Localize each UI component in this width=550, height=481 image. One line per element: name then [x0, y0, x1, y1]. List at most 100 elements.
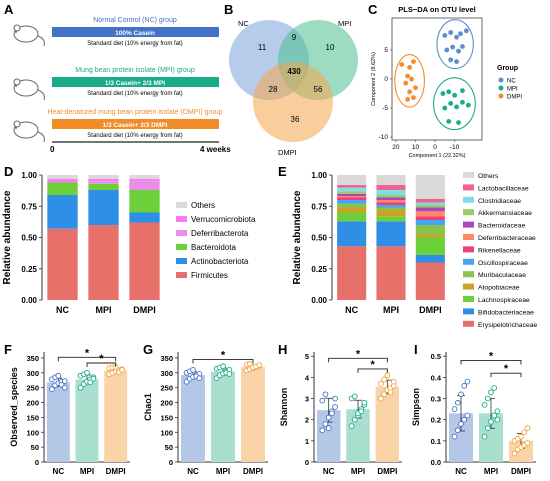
data-point-nc — [319, 397, 326, 404]
data-point-mpi — [484, 425, 491, 432]
legend-title: Group — [497, 65, 518, 72]
stacked-segment-oscillospiraceae — [376, 205, 406, 208]
scatter-point-nc — [459, 43, 466, 50]
scatter-point-dmpi — [408, 76, 415, 82]
data-point-mpi — [481, 402, 488, 408]
data-point-dmpi — [524, 440, 531, 446]
legend-label-bacteroidaceae: Bacteroidaceae — [478, 223, 525, 230]
stacked-segment-firmicutes — [88, 225, 119, 300]
scatter-point-dmpi — [404, 96, 411, 103]
stacked-segment-deferribacteraceae — [337, 196, 367, 198]
bar-nc — [181, 375, 205, 462]
venn-label-dmpi: DMPI — [278, 148, 297, 157]
y-tick-label: 200 — [26, 399, 39, 408]
data-point-nc — [451, 433, 458, 440]
data-point-nc — [458, 421, 464, 427]
chao1-chart: 0 50 100 150 200 250 300 350 Chao1 NC MPI DMPI * — [143, 349, 268, 476]
y-tick-label: 0.2 — [431, 416, 441, 425]
significance-bracket — [57, 356, 117, 362]
y-tick-label: 4 — [305, 373, 310, 382]
legend-label-others: Others — [478, 173, 499, 180]
x-tick-label: NC — [187, 467, 199, 476]
venn-count-mpi-dmpi: 56 — [314, 85, 323, 94]
stacked-segment-others — [88, 175, 119, 179]
y-tick-label: 0.00 — [311, 296, 327, 305]
significance-star: * — [85, 347, 90, 359]
bar-dmpi — [241, 366, 265, 462]
nc-diet-bar — [52, 27, 219, 37]
significance-bracket — [357, 368, 388, 373]
nc-diet-bar-label: 100% Casein — [115, 30, 155, 37]
y-tick-label: 0.1 — [431, 437, 441, 446]
scatter-point-mpi — [447, 100, 454, 107]
y-tick-label: 0.3 — [431, 395, 441, 404]
y-tick-label: 250 — [26, 384, 39, 393]
x-tick-label: MPI — [95, 305, 111, 315]
stacked-segment-lactobacillaceae — [415, 198, 445, 203]
scatter-point-mpi — [440, 90, 446, 97]
x-tick-label: MPI — [216, 467, 230, 476]
x-tick-label: MPI — [484, 467, 498, 476]
y-tick-label: 150 — [26, 413, 39, 422]
timeline-start: 0 — [50, 145, 55, 154]
stacked-segment-lachnospiraceae — [415, 237, 445, 255]
legend-label-akkermansiaceae: Akkermansiaceae — [478, 210, 532, 217]
venn-count-mpi-only: 10 — [326, 43, 335, 52]
y-axis-label: Shannon — [279, 388, 289, 427]
stacked-segment-others — [337, 175, 367, 185]
y-axis-label: Component 2 (8.62%) — [371, 52, 377, 106]
data-point-nc — [325, 414, 332, 421]
mouse-icon — [13, 24, 45, 47]
data-point-mpi — [351, 393, 358, 400]
panel-label-f: F — [4, 342, 12, 357]
stacked-segment-bacteroidaceae — [337, 193, 367, 197]
y-tick-label: 0 — [384, 76, 388, 83]
x-tick-label: -10 — [450, 144, 460, 151]
legend-swatch-muribaculaceae — [463, 271, 474, 278]
stacked-segment-bifidobacteriaceae — [337, 221, 367, 247]
x-tick-label: MPI — [80, 467, 94, 476]
legend-label-lactobacillaceae: Lactobacillaceae — [478, 185, 529, 192]
data-point-dmpi — [256, 362, 263, 368]
data-point-nc — [329, 410, 335, 417]
data-point-mpi — [77, 384, 84, 391]
legend-label-atopobiaceae: Atopobiaceae — [478, 285, 520, 292]
data-point-dmpi — [524, 425, 531, 432]
legend-label-bifidobacteriaceae: Bifidobacteriaceae — [478, 309, 534, 316]
x-tick-label: NC — [345, 305, 358, 315]
stacked-segment-deferribacterota — [129, 181, 160, 190]
stacked-segment-actinobacteriota — [47, 195, 78, 229]
stacked-segment-bacteroidaceae — [376, 197, 406, 200]
legend-swatch-firmicutes — [176, 272, 187, 278]
x-tick-label: DMPI — [419, 305, 442, 315]
x-tick-label: 20 — [392, 144, 400, 151]
bar-dmpi — [104, 370, 128, 462]
chart-title: PLS−DA on OTU level — [398, 5, 475, 14]
data-point-dmpi — [381, 391, 387, 398]
data-point-nc — [332, 404, 338, 410]
panel-label-e: E — [278, 164, 287, 179]
data-point-dmpi — [390, 378, 397, 385]
x-tick-label: DMPI — [106, 467, 126, 476]
stacked-segment-lachnospiraceae — [337, 212, 367, 222]
stacked-segment-akkermansiaceae — [337, 191, 367, 194]
scatter-point-nc — [463, 27, 470, 34]
y-tick-label: 0 — [305, 458, 309, 467]
data-point-nc — [196, 375, 203, 382]
y-tick-label: 0.0 — [431, 458, 441, 467]
pls-da-chart: PLS−DA on OTU level 20 10 0 -10 5 0 -5 -10 Compon… — [371, 5, 522, 159]
legend-swatch-bacteroidaceae — [463, 221, 474, 228]
panel-label-h: H — [278, 342, 287, 357]
data-point-mpi — [481, 433, 488, 440]
data-point-mpi — [484, 395, 491, 402]
scatter-point-mpi — [455, 119, 462, 126]
data-point-nc — [61, 384, 68, 391]
stacked-segment-oscillospiraceae — [415, 220, 445, 225]
y-tick-label: -10 — [379, 134, 389, 141]
scatter-point-mpi — [442, 105, 448, 111]
scatter-point-nc — [453, 58, 460, 65]
panel-label-a: A — [4, 2, 14, 17]
y-tick-label: 250 — [160, 384, 173, 393]
data-point-dmpi — [378, 380, 384, 387]
